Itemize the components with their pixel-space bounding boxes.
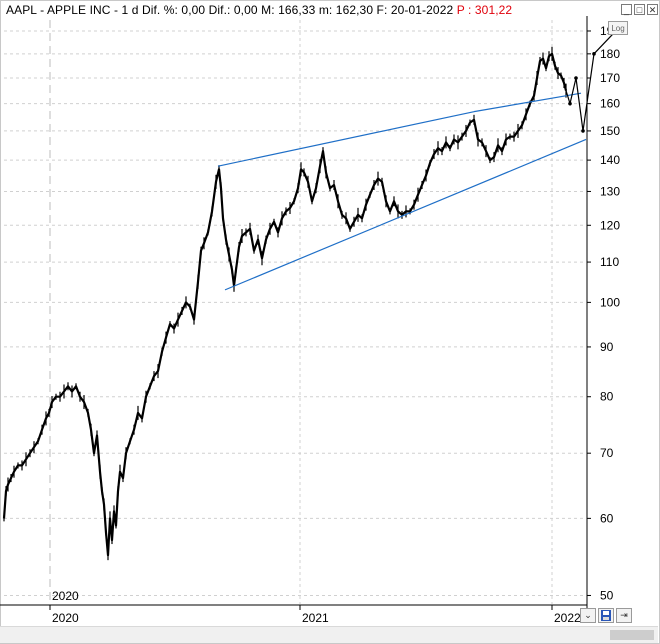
y-tick-label-70: 70 [600,446,614,460]
trendline-1 [473,92,582,113]
y-tick-label-80: 80 [600,390,614,404]
projection-point [581,129,585,133]
price-line [2,52,568,557]
date-label: F: [376,3,388,17]
price-value: 301,22 [474,3,513,17]
change-value: 0,00 [233,3,258,17]
x-marker-label: 2020 [52,589,79,603]
log-label: Log [611,24,625,33]
high-value: 166,33 [278,3,316,17]
y-tick-label-60: 60 [600,511,614,525]
chart-header: AAPL - APPLE INC - 1 d Dif. %: 0,00 Dif.… [6,3,513,19]
y-tick-label-110: 110 [600,255,619,269]
interval: 1 d [121,3,139,17]
y-tick-label-140: 140 [600,153,620,167]
close-icon[interactable]: ✕ [647,4,658,15]
symbol: AAPL [6,3,37,17]
date-value: 20-01-2022 [390,3,454,17]
x-tick-label-2020: 2020 [52,611,79,625]
company-name: APPLE INC [46,3,111,17]
chart-footer-buttons: ⌄ ⇥ [580,608,632,623]
change-pct-value: 0,00 [181,3,206,17]
price-label: P : [456,3,472,17]
projection-point [574,76,578,80]
minimize-icon[interactable]: _ [621,4,632,15]
y-tick-label-130: 130 [600,184,620,198]
low-label: m: [318,3,333,17]
y-tick-label-90: 90 [600,340,614,354]
high-label: M: [261,3,275,17]
y-tick-label-100: 100 [600,295,620,309]
projection-line [565,26,621,131]
change-pct-label: Dif. %: [141,3,178,17]
trendline-2 [224,138,587,291]
x-tick-label-2021: 2021 [302,611,329,625]
maximize-icon[interactable]: □ [634,4,645,15]
projection-point [568,101,572,106]
y-tick-label-50: 50 [600,588,614,602]
window-controls: _ □ ✕ [621,4,658,15]
y-tick-label-160: 160 [600,97,620,111]
y-tick-label-150: 150 [600,124,620,138]
save-icon[interactable] [598,608,614,623]
y-tick-label-170: 170 [600,71,620,85]
arrows-icon[interactable]: ⌄ [580,608,596,623]
print-icon[interactable]: ⇥ [616,608,632,623]
change-label: Dif.: [208,3,231,17]
y-tick-label-180: 180 [600,47,620,61]
scrollbar-thumb[interactable] [610,630,654,640]
x-tick-label-2022: 2022 [554,611,581,625]
low-value: 162,30 [335,3,374,17]
horizontal-scrollbar[interactable] [0,626,658,643]
trendline-0 [217,111,475,167]
y-tick-label-120: 120 [600,218,620,232]
projection-point [592,52,596,56]
log-toggle-button[interactable]: Log [608,21,628,35]
